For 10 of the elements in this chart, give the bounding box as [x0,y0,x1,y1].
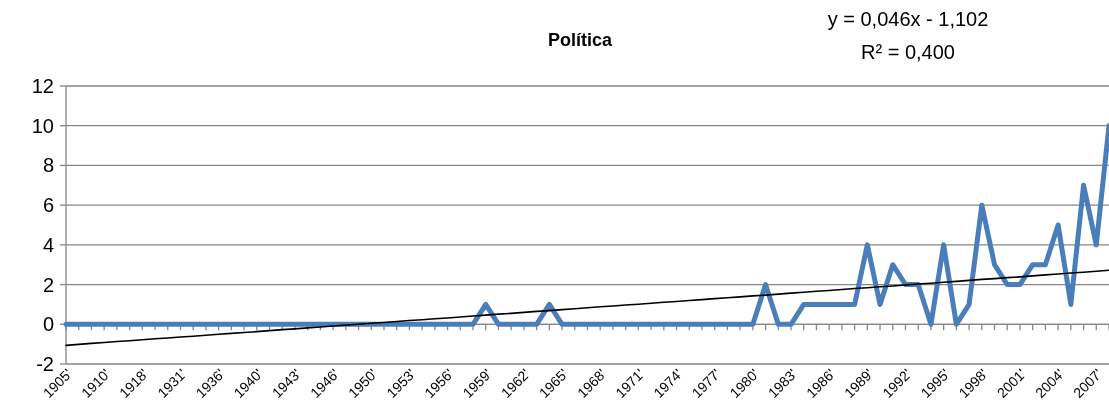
chart-title: Política [547,30,613,50]
text: y = 0,046x - 1,102 [827,8,989,30]
y-tick-label: 12 [31,75,54,97]
y-tick-label: 4 [42,233,54,256]
y-tick-label: 8 [42,154,54,177]
y-tick-label: 2 [42,273,54,296]
y-tick-label: 0 [42,313,54,336]
y-tick-label: 10 [31,114,54,137]
y-tick-label: 6 [42,194,54,217]
text: R² = 0,400 [861,41,955,63]
